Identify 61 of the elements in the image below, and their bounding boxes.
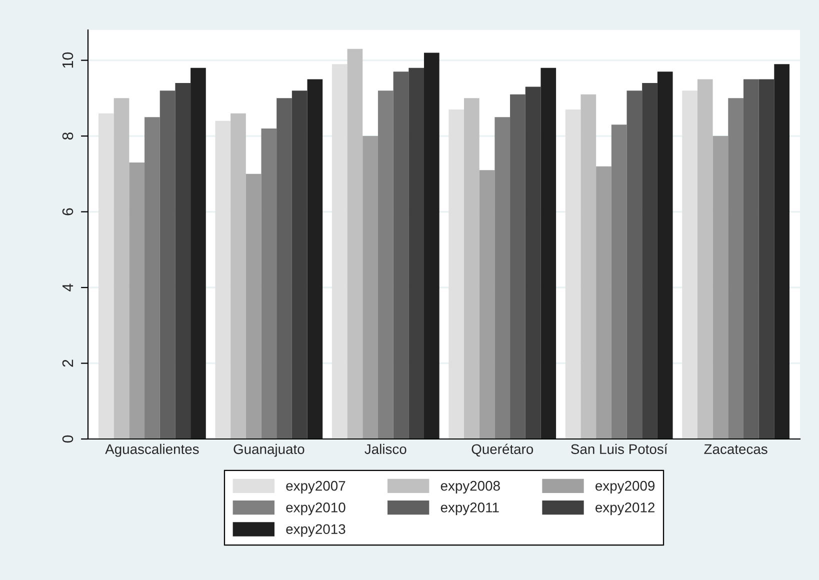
bar (276, 98, 292, 439)
bar (362, 136, 378, 439)
bar (626, 90, 642, 439)
legend-label: expy2007 (286, 480, 346, 494)
legend-label: expy2013 (286, 524, 346, 537)
bar (246, 174, 262, 439)
bar (448, 110, 464, 439)
x-tick-label: Querétaro (472, 444, 534, 457)
bar (774, 64, 790, 439)
bar (98, 113, 114, 439)
legend-label: expy2009 (596, 480, 655, 494)
bar (580, 94, 596, 439)
legend-label: expy2010 (286, 502, 346, 516)
y-tick-label: 0 (62, 435, 74, 443)
bar (175, 83, 191, 439)
bar (479, 170, 495, 439)
bar (494, 117, 510, 439)
bar (114, 98, 130, 439)
bar (758, 79, 774, 439)
x-tick-label: Guanajuato (234, 444, 304, 457)
x-tick-label: Aguascalientes (105, 444, 199, 457)
y-tick-label: 6 (62, 208, 74, 216)
bar (378, 90, 394, 439)
bar (129, 162, 145, 439)
bar (464, 98, 480, 439)
x-tick-label: Jalisco (364, 444, 406, 454)
y-tick-label: 4 (62, 284, 74, 292)
bar (728, 98, 744, 439)
bar (261, 128, 277, 439)
bar (144, 117, 160, 439)
x-tick-label: Zacatecas (704, 444, 768, 454)
bar (657, 72, 673, 439)
legend-label: expy2012 (596, 502, 654, 516)
bar (292, 90, 308, 439)
bar (510, 94, 526, 439)
y-tick-label: 8 (62, 132, 74, 140)
y-tick-label: 10 (62, 52, 74, 68)
bar (697, 79, 713, 439)
y-tick-label: 2 (62, 360, 74, 367)
bar (393, 72, 409, 439)
bar (743, 79, 759, 439)
bar (215, 120, 231, 439)
bar (408, 68, 424, 439)
bar (307, 79, 323, 439)
bar (347, 48, 363, 439)
legend-label: expy2008 (440, 480, 500, 494)
bar (565, 110, 581, 439)
bar (424, 52, 440, 439)
bar (190, 68, 206, 439)
bar (332, 64, 348, 439)
bar (540, 68, 556, 439)
bar (642, 83, 658, 439)
bar (596, 166, 612, 439)
bar (611, 124, 627, 439)
bar (525, 86, 541, 439)
legend-label: expy2011 (440, 502, 499, 516)
bar (712, 136, 728, 439)
x-tick-label: San Luis Potosí (571, 444, 668, 454)
bar (230, 113, 246, 439)
bar (682, 90, 698, 439)
bar (160, 90, 176, 439)
